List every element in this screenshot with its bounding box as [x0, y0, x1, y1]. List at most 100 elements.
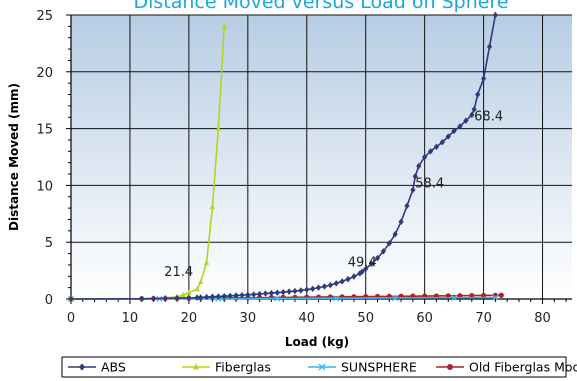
data-point — [416, 162, 422, 170]
y-axis-label: Distance Moved (mm) — [7, 83, 21, 231]
data-point — [492, 11, 498, 19]
data-point — [274, 295, 281, 302]
data-point — [380, 248, 386, 255]
series-group — [67, 11, 504, 303]
x-tick-label: 80 — [534, 311, 551, 326]
legend-swatch-marker — [79, 363, 85, 371]
x-tick-label: 10 — [122, 311, 139, 326]
data-annotation: 58.4 — [415, 176, 444, 191]
data-point — [445, 133, 451, 140]
series-abs — [68, 11, 498, 303]
x-tick-label: 0 — [67, 311, 75, 326]
data-point — [422, 153, 428, 161]
data-point — [345, 275, 351, 283]
data-point — [398, 218, 404, 225]
data-point — [203, 259, 210, 265]
data-annotation: 49.4 — [348, 256, 377, 271]
x-tick-label: 40 — [298, 311, 315, 326]
data-annotation: 21.4 — [164, 265, 193, 280]
legend-swatch-marker — [318, 363, 326, 371]
legend-item: ABS — [68, 360, 126, 375]
legend-item: SUNSPHERE — [308, 360, 417, 375]
data-point — [68, 295, 74, 303]
data-point — [233, 292, 239, 299]
data-point — [433, 143, 440, 150]
data-point — [469, 111, 475, 119]
data-point — [327, 281, 333, 289]
data-point — [427, 148, 434, 155]
legend: ABS Fiberglas SUNSPHERE Old Fiberglas Model — [61, 356, 577, 378]
data-point — [333, 280, 339, 287]
data-point — [174, 294, 180, 302]
data-point — [463, 117, 469, 124]
data-point — [392, 294, 399, 302]
data-point — [412, 173, 418, 180]
legend-label: SUNSPHERE — [341, 360, 417, 375]
data-point — [203, 293, 210, 301]
legend-swatch-marker — [447, 364, 453, 370]
data-point — [292, 287, 298, 295]
y-tick-label: 10 — [36, 179, 53, 194]
data-point — [227, 292, 233, 300]
data-point — [359, 268, 365, 275]
data-point — [451, 127, 457, 135]
legend-label: Old Fiberglas Model — [469, 360, 577, 375]
data-point — [274, 289, 280, 296]
data-point — [286, 288, 292, 295]
data-point — [198, 278, 204, 285]
legend-item: Old Fiberglas Model — [436, 360, 577, 375]
legend-label: ABS — [101, 360, 126, 375]
data-point — [209, 293, 216, 300]
data-point — [280, 294, 286, 301]
plot-area — [71, 15, 572, 299]
data-point — [386, 240, 392, 247]
data-point — [333, 295, 340, 302]
data-point — [239, 291, 245, 299]
data-point — [186, 294, 192, 302]
data-point — [439, 139, 445, 146]
legend-item: Fiberglas — [182, 360, 271, 375]
data-point — [150, 295, 157, 302]
data-point — [304, 286, 310, 293]
x-tick-label: 30 — [240, 311, 257, 326]
chart-title: Distance Moved versus Load on Sphere — [133, 0, 508, 13]
data-point — [486, 43, 493, 51]
x-axis-label: Load (kg) — [285, 335, 349, 349]
data-point — [251, 291, 257, 298]
y-tick-label: 25 — [36, 9, 53, 24]
data-point — [374, 254, 381, 262]
legend-swatch-marker — [193, 363, 199, 370]
data-point — [369, 260, 375, 267]
y-axis-ticks: 0 5 10 15 20 25 — [36, 9, 53, 308]
y-tick-label: 20 — [36, 66, 53, 81]
data-point — [351, 273, 357, 280]
data-point — [392, 231, 398, 238]
data-point — [310, 285, 316, 292]
data-point — [492, 294, 499, 301]
data-point — [475, 91, 481, 98]
data-point — [186, 289, 192, 295]
data-point — [245, 291, 251, 298]
x-tick-label: 70 — [475, 311, 492, 326]
data-point — [215, 125, 221, 131]
data-point — [139, 295, 145, 302]
data-point — [194, 294, 200, 301]
data-point — [280, 288, 286, 296]
data-point — [257, 290, 263, 298]
x-tick-label: 20 — [181, 311, 198, 326]
data-point — [480, 75, 487, 82]
data-point — [339, 278, 345, 285]
legend-label: Fiberglas — [215, 360, 271, 375]
x-tick-label: 50 — [357, 311, 374, 326]
x-tick-label: 60 — [416, 311, 433, 326]
data-point — [471, 106, 477, 113]
data-point — [298, 287, 304, 294]
y-tick-label: 0 — [45, 293, 53, 308]
data-point — [262, 290, 269, 297]
data-point — [180, 291, 186, 298]
data-point — [451, 294, 458, 301]
data-point — [268, 289, 274, 297]
x-axis-ticks: 0 10 20 30 40 50 60 70 80 — [67, 311, 551, 326]
data-point — [404, 202, 410, 210]
